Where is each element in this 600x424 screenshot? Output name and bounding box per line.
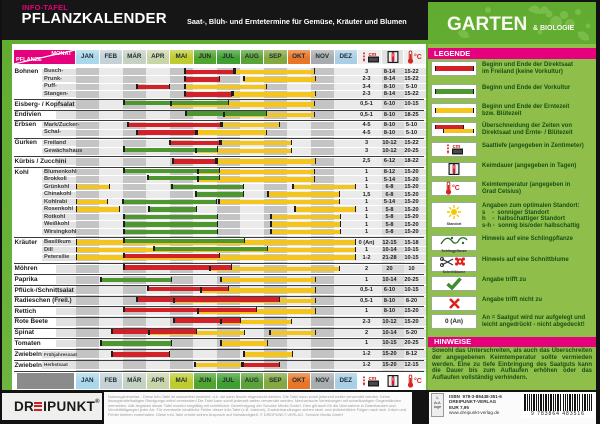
- svg-text:cm: cm: [369, 376, 377, 382]
- svg-text:°C: °C: [414, 377, 422, 385]
- svg-text:cm: cm: [369, 52, 377, 58]
- svg-text:°C: °C: [452, 184, 460, 192]
- svg-text:°C: °C: [414, 53, 422, 61]
- svg-text:cm: cm: [453, 144, 461, 150]
